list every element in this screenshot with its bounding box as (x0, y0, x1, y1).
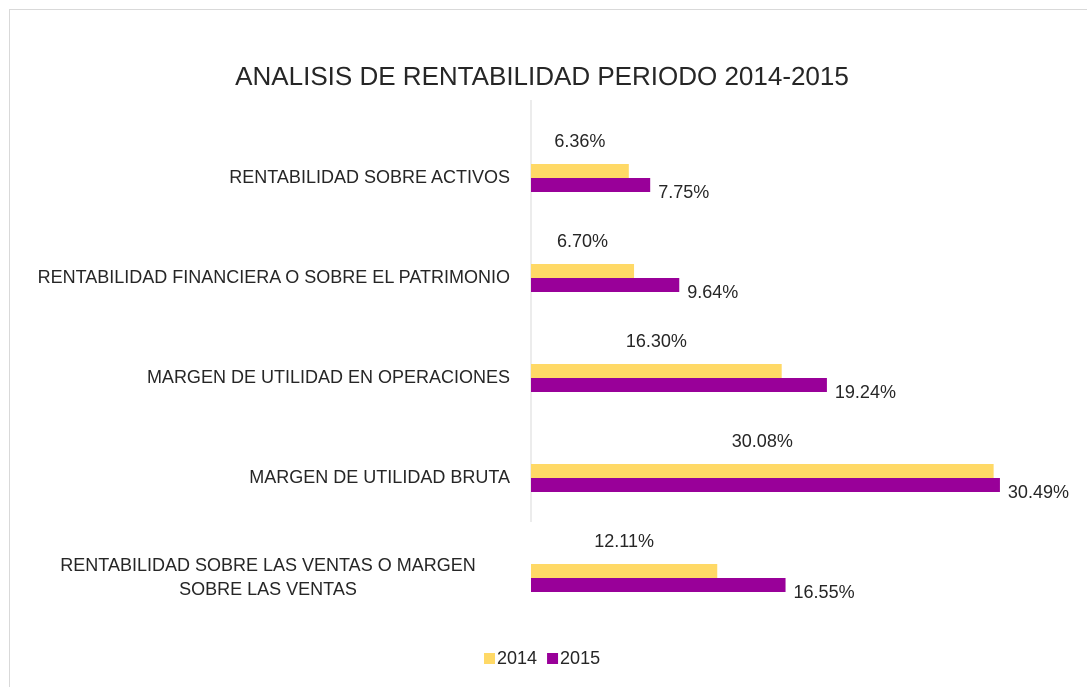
legend-swatch (547, 653, 559, 664)
value-label: 16.55% (794, 582, 855, 602)
value-label: 16.30% (626, 331, 687, 351)
bar (531, 564, 718, 578)
value-label: 19.24% (835, 382, 896, 402)
bar (531, 278, 680, 292)
value-label: 7.75% (658, 182, 709, 202)
value-label: 30.08% (732, 431, 793, 451)
category-label: MARGEN DE UTILIDAD EN OPERACIONES (147, 367, 510, 387)
value-label: 6.70% (557, 231, 608, 251)
category-label: MARGEN DE UTILIDAD BRUTA (249, 467, 510, 487)
value-label: 30.49% (1008, 482, 1069, 502)
category-label: RENTABILIDAD FINANCIERA O SOBRE EL PATRI… (38, 267, 510, 287)
bar (531, 578, 786, 592)
bar (531, 264, 635, 278)
bar (531, 164, 629, 178)
value-label: 12.11% (594, 531, 654, 551)
chart-border (9, 9, 1087, 687)
legend-swatch (484, 653, 495, 664)
bar (531, 478, 1000, 492)
legend-label: 2014 (497, 648, 537, 668)
bar (531, 178, 651, 192)
bar (531, 464, 994, 478)
bar (531, 364, 782, 378)
value-label: 6.36% (554, 131, 605, 151)
legend-label: 2015 (560, 648, 600, 668)
category-label: RENTABILIDAD SOBRE LAS VENTAS O MARGEN SO… (60, 555, 475, 599)
value-label: 9.64% (687, 282, 738, 302)
chart-title: ANALISIS DE RENTABILIDAD PERIODO 2014-20… (235, 61, 849, 91)
bar (531, 378, 827, 392)
category-label: RENTABILIDAD SOBRE ACTIVOS (229, 167, 510, 187)
